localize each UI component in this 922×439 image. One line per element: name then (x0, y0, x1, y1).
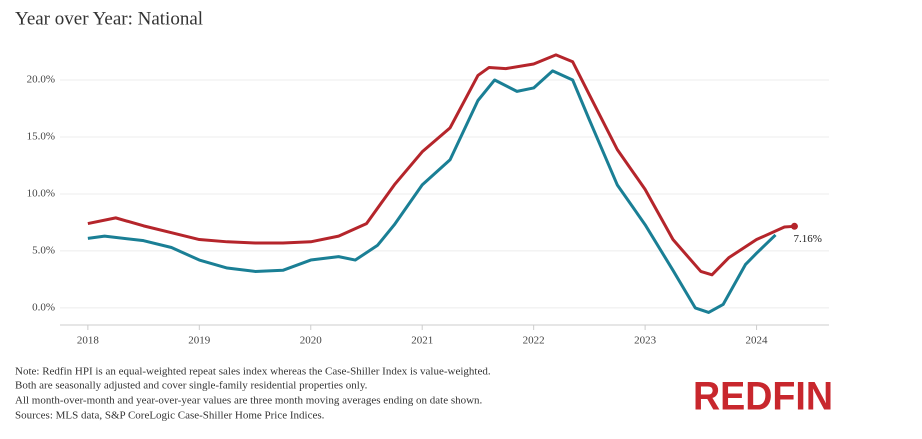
y-tick-label: 20.0% (27, 74, 55, 86)
end-point (790, 222, 798, 230)
x-tick-label: 2019 (188, 335, 211, 347)
x-tick-label: 2021 (411, 335, 433, 347)
note: All month-over-month and year-over-year … (15, 395, 483, 407)
series-line (87, 53, 795, 277)
x-tick-label: 2023 (634, 335, 657, 347)
note: Both are seasonally adjusted and cover s… (15, 380, 368, 392)
x-tick-label: 2018 (77, 335, 100, 347)
note: Sources: MLS data, S&P CoreLogic Case-Sh… (15, 410, 325, 422)
y-tick-label: 15.0% (27, 131, 55, 143)
logo: REDFIN (693, 375, 833, 419)
series-line (87, 69, 777, 314)
x-tick-label: 2020 (300, 335, 323, 347)
y-tick-label: 0.0% (32, 301, 55, 313)
chart-title: Year over Year: National (15, 8, 203, 29)
x-tick-label: 2022 (523, 335, 545, 347)
y-tick-label: 5.0% (32, 244, 55, 256)
y-tick-label: 10.0% (27, 187, 55, 199)
x-tick-label: 2024 (746, 335, 769, 347)
data-label: 7.16% (793, 233, 821, 245)
note: Note: Redfin HPI is an equal-weighted re… (15, 366, 491, 378)
